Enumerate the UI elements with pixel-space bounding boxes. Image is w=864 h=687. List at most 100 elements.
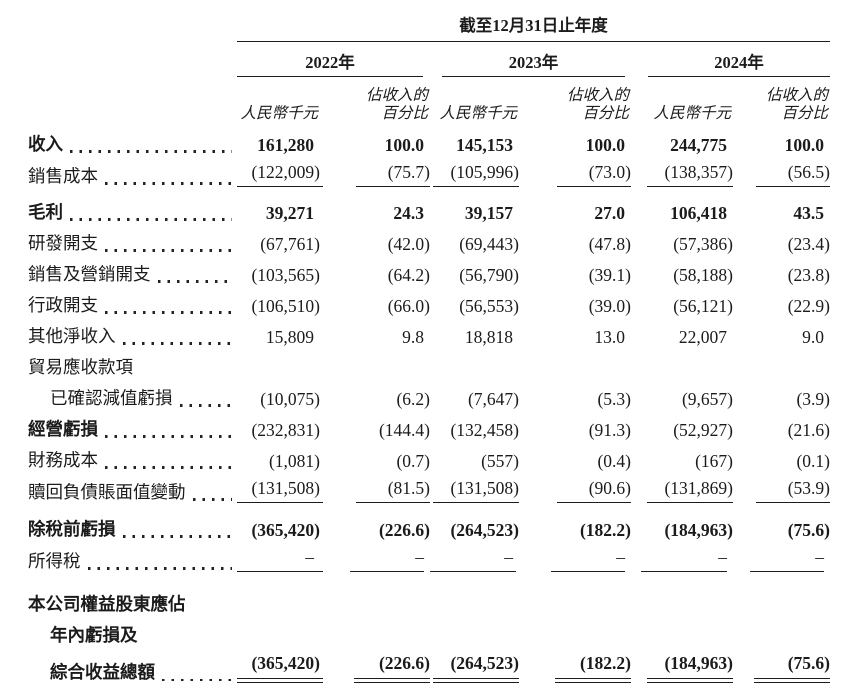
value-cell: (365,420) — [237, 650, 323, 687]
value-cell: 9.0 — [802, 326, 824, 347]
value-cell: (66.0) — [387, 295, 430, 316]
dot-leader — [162, 678, 232, 681]
value-cell: 27.0 — [594, 202, 625, 223]
unit-header: 人民幣千元 — [653, 105, 731, 123]
value-cell: (5.3) — [597, 388, 631, 409]
dot-leader — [179, 404, 232, 407]
value-cell: 145,153 — [456, 134, 513, 155]
value-cell: (75.6) — [787, 519, 830, 540]
table-row-operating-loss: 經營虧損 (232,831) (144.4) (132,458) (91.3) … — [28, 413, 830, 444]
value-cell: (64.2) — [387, 264, 430, 285]
year-2023: 2023年 — [442, 45, 625, 77]
table-row-trade-receivables-label: 貿易應收款項 — [28, 356, 133, 377]
rule-line — [350, 570, 424, 572]
dot-leader — [105, 435, 232, 438]
dot-leader — [192, 498, 232, 501]
table-row-gross-profit: 毛利 39,271 24.3 39,157 27.0 106,418 43.5 — [28, 191, 830, 227]
value-cell: (144.4) — [378, 419, 430, 440]
value-cell: (10,075) — [260, 388, 320, 409]
value-cell: (81.5) — [320, 475, 430, 507]
value-cell: (67,761) — [260, 233, 320, 254]
value-cell: (184,963) — [631, 650, 733, 687]
value-cell: (39.0) — [588, 295, 631, 316]
value-cell: 100.0 — [384, 134, 424, 155]
table-row-income-tax: 所得稅 – – – – – – — [28, 544, 830, 576]
value-cell: (9,657) — [681, 388, 733, 409]
table-row-admin-expenses: 行政開支 (106,510) (66.0) (56,553) (39.0) (5… — [28, 289, 830, 320]
rule-line — [551, 570, 625, 572]
double-rule-line — [647, 677, 733, 683]
value-cell: (226.6) — [320, 650, 430, 687]
rule-line — [356, 185, 430, 187]
value-cell: (91.3) — [588, 419, 631, 440]
value-cell: (73.0) — [519, 159, 631, 191]
value-cell: (0.1) — [796, 450, 830, 471]
table-row-finance-costs: 財務成本 (1,081) (0.7) (557) (0.4) (167) (0.… — [28, 444, 830, 475]
rule-line — [647, 501, 733, 503]
value-cell: – — [430, 544, 519, 576]
rule-line — [557, 185, 631, 187]
rule-line — [756, 501, 830, 503]
value-cell: (131,869) — [631, 475, 733, 507]
value-cell: (182.2) — [579, 519, 631, 540]
pct-header: 佔收入的 百分比 — [365, 87, 428, 123]
period-header-row: 截至12月31日止年度 — [28, 12, 830, 42]
value-cell: – — [631, 544, 733, 576]
value-cell: (1,081) — [268, 450, 320, 471]
double-rule-line — [754, 677, 830, 683]
value-cell: (23.8) — [787, 264, 830, 285]
value-cell: (132,458) — [450, 419, 519, 440]
value-cell: 22,007 — [678, 326, 727, 347]
value-cell: (6.2) — [396, 388, 430, 409]
double-rule-line — [555, 677, 631, 683]
value-cell: – — [733, 544, 830, 576]
dot-leader — [105, 311, 232, 314]
value-cell: (56,121) — [673, 295, 733, 316]
rule-line — [237, 570, 323, 572]
value-cell: (69,443) — [459, 233, 519, 254]
value-cell: (52,927) — [673, 419, 733, 440]
rule-line — [750, 570, 824, 572]
double-rule-line — [433, 677, 519, 683]
year-2022: 2022年 — [237, 45, 423, 77]
dot-leader — [105, 466, 232, 469]
value-cell: 9.8 — [402, 326, 424, 347]
value-cell: 100.0 — [784, 134, 824, 155]
table-row-redemption-liabilities-change: 贖回負債賬面值變動 (131,508) (81.5) (131,508) (90… — [28, 475, 830, 507]
value-cell: (226.6) — [378, 519, 430, 540]
subheader-row: 人民幣千元 佔收入的 百分比 人民幣千元 佔收入的 百分比 人民幣千元 佔收入的… — [28, 80, 830, 128]
value-cell: (57,386) — [673, 233, 733, 254]
value-cell: 43.5 — [793, 202, 824, 223]
value-cell: (47.8) — [588, 233, 631, 254]
value-cell: 100.0 — [585, 134, 625, 155]
value-cell: (182.2) — [519, 650, 631, 687]
value-cell: (232,831) — [251, 419, 320, 440]
value-cell: (21.6) — [787, 419, 830, 440]
value-cell: (53.9) — [733, 475, 830, 507]
unit-header: 人民幣千元 — [240, 105, 318, 123]
value-cell: (365,420) — [251, 519, 320, 540]
value-cell: (264,523) — [430, 650, 519, 687]
value-cell: 39,271 — [265, 202, 314, 223]
value-cell: (0.4) — [597, 450, 631, 471]
rule-line — [356, 501, 430, 503]
table-row-cost-of-sales: 銷售成本 (122,009) (75.7) (105,996) (73.0) (… — [28, 159, 830, 191]
dot-leader — [87, 567, 232, 570]
rule-line — [641, 570, 727, 572]
table-row-total-comprehensive-loss: 綜合收益總額 (365,420) (226.6) (264,523) (182.… — [28, 650, 830, 687]
value-cell: (122,009) — [237, 159, 323, 191]
table-row-loss-before-tax: 除稅前虧損 (365,420) (226.6) (264,523) (182.2… — [28, 507, 830, 544]
table-row-impairment-loss: 已確認減值虧損 (10,075) (6.2) (7,647) (5.3) (9,… — [28, 382, 830, 413]
value-cell: (56.5) — [733, 159, 830, 191]
value-cell: (3.9) — [796, 388, 830, 409]
value-cell: (184,963) — [664, 519, 733, 540]
value-cell: 13.0 — [594, 326, 625, 347]
value-cell: (105,996) — [430, 159, 519, 191]
dot-leader — [105, 249, 232, 252]
dot-leader — [105, 182, 232, 185]
unit-header: 人民幣千元 — [439, 105, 517, 123]
value-cell: 18,818 — [464, 326, 513, 347]
value-cell: 106,418 — [670, 202, 727, 223]
value-cell: (131,508) — [237, 475, 323, 507]
